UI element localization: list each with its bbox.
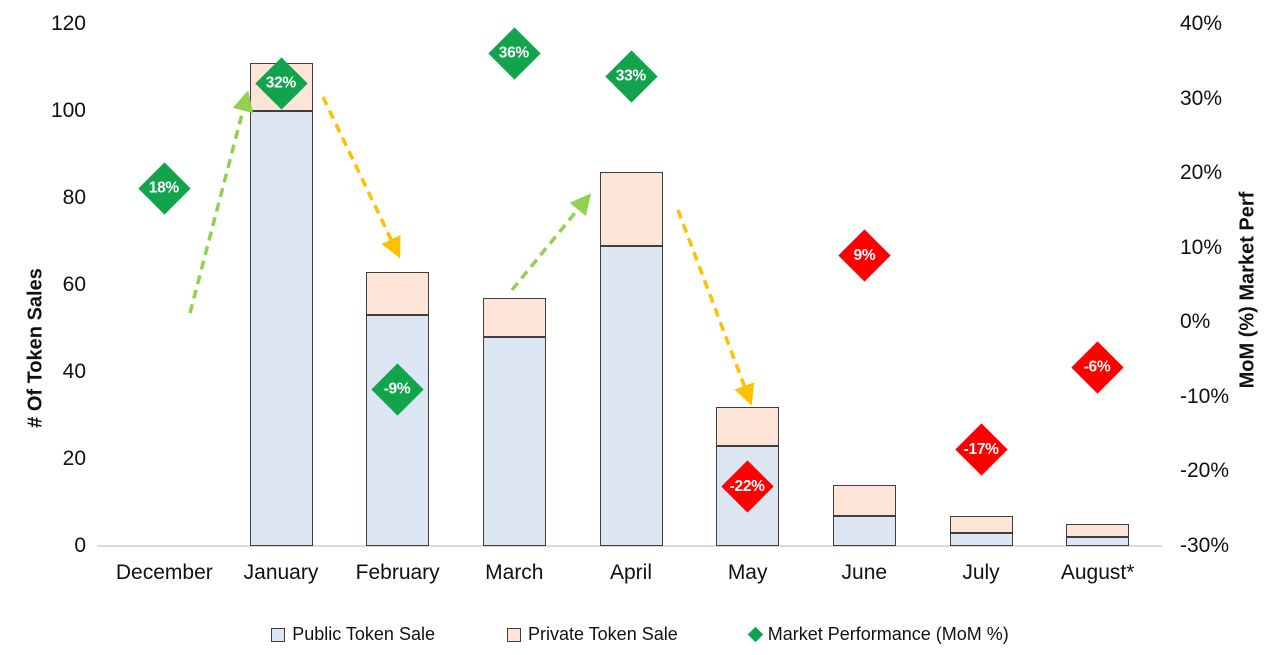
- legend: Public Token Sale Private Token Sale Mar…: [0, 624, 1280, 645]
- diamond-label-june: 9%: [853, 246, 876, 264]
- trend-arrow-up: [510, 193, 592, 292]
- bar-private-april: [599, 171, 663, 246]
- bar-private-june: [832, 485, 896, 516]
- bar-public-january: [249, 111, 313, 546]
- x-label-march: March: [485, 561, 544, 584]
- diamond-marker-april: 33%: [604, 50, 658, 103]
- diamond-label-january: 32%: [265, 74, 297, 92]
- legend-item-private: Private Token Sale: [506, 624, 678, 645]
- bar-private-may: [716, 406, 780, 446]
- left-tick-100: 100: [50, 99, 86, 122]
- private-token-sale-swatch-icon: [506, 627, 521, 642]
- bar-private-march: [482, 298, 546, 338]
- right-tick--30%: -30%: [1180, 534, 1230, 557]
- left-tick-40: 40: [62, 360, 86, 383]
- x-label-december: December: [115, 561, 213, 584]
- diamond-label-july: -17%: [963, 440, 999, 458]
- x-label-april: April: [609, 561, 652, 584]
- diamond-label-may: -22%: [730, 477, 766, 495]
- bar-public-july: [949, 532, 1013, 546]
- bar-public-march: [482, 337, 546, 546]
- diamond-marker-june: 9%: [838, 228, 891, 282]
- market-performance-diamond-icon: [747, 626, 764, 643]
- right-tick-10%: 10%: [1180, 235, 1223, 259]
- left-tick-20: 20: [62, 447, 86, 470]
- diamond-marker-december: 18%: [138, 161, 191, 215]
- legend-item-market-perf: Market Performance (MoM %): [747, 624, 1009, 645]
- diamond-marker-march: 36%: [488, 27, 541, 80]
- x-label-january: January: [243, 561, 319, 584]
- right-tick-20%: 20%: [1180, 161, 1223, 185]
- legend-label-market-perf: Market Performance (MoM %): [767, 624, 1009, 644]
- x-label-july: July: [962, 561, 1000, 584]
- bar-public-february: [366, 315, 430, 546]
- trend-arrow-down: [676, 209, 755, 406]
- bar-public-april: [599, 245, 663, 546]
- left-tick-60: 60: [62, 273, 86, 296]
- right-tick-0%: 0%: [1180, 310, 1211, 334]
- right-tick-30%: 30%: [1180, 86, 1223, 110]
- legend-label-public: Public Token Sale: [292, 624, 435, 644]
- left-tick-120: 120: [50, 12, 86, 35]
- right-tick--20%: -20%: [1180, 459, 1230, 483]
- diamond-label-march: 36%: [499, 44, 530, 62]
- bar-private-july: [949, 515, 1013, 533]
- bar-public-august*: [1066, 537, 1130, 546]
- left-tick-0: 0: [74, 534, 86, 557]
- public-token-sale-swatch-icon: [271, 627, 286, 642]
- trend-arrow-down: [321, 96, 401, 259]
- x-label-february: February: [355, 561, 440, 584]
- diamond-label-february: -9%: [384, 380, 411, 398]
- diamond-label-august*: -6%: [1084, 358, 1111, 376]
- right-tick-40%: 40%: [1180, 12, 1223, 35]
- diamond-marker-august*: -6%: [1071, 340, 1124, 394]
- diamond-marker-july: -17%: [954, 422, 1008, 476]
- diamond-label-december: 18%: [149, 179, 180, 197]
- legend-item-public: Public Token Sale: [271, 624, 435, 645]
- left-tick-80: 80: [62, 186, 86, 209]
- legend-label-private: Private Token Sale: [527, 624, 678, 644]
- x-axis-line: [97, 545, 1162, 547]
- x-label-may: May: [727, 561, 768, 584]
- x-label-august*: August*: [1060, 561, 1135, 584]
- trend-arrow-up: [188, 90, 254, 314]
- bar-private-february: [366, 271, 430, 316]
- right-axis-title: MoM (%) Market Perf: [1236, 191, 1259, 389]
- bar-public-june: [832, 515, 896, 546]
- x-label-june: June: [841, 561, 888, 584]
- bar-private-august*: [1066, 524, 1130, 538]
- diamond-label-april: 33%: [615, 67, 647, 85]
- right-tick--10%: -10%: [1180, 384, 1230, 408]
